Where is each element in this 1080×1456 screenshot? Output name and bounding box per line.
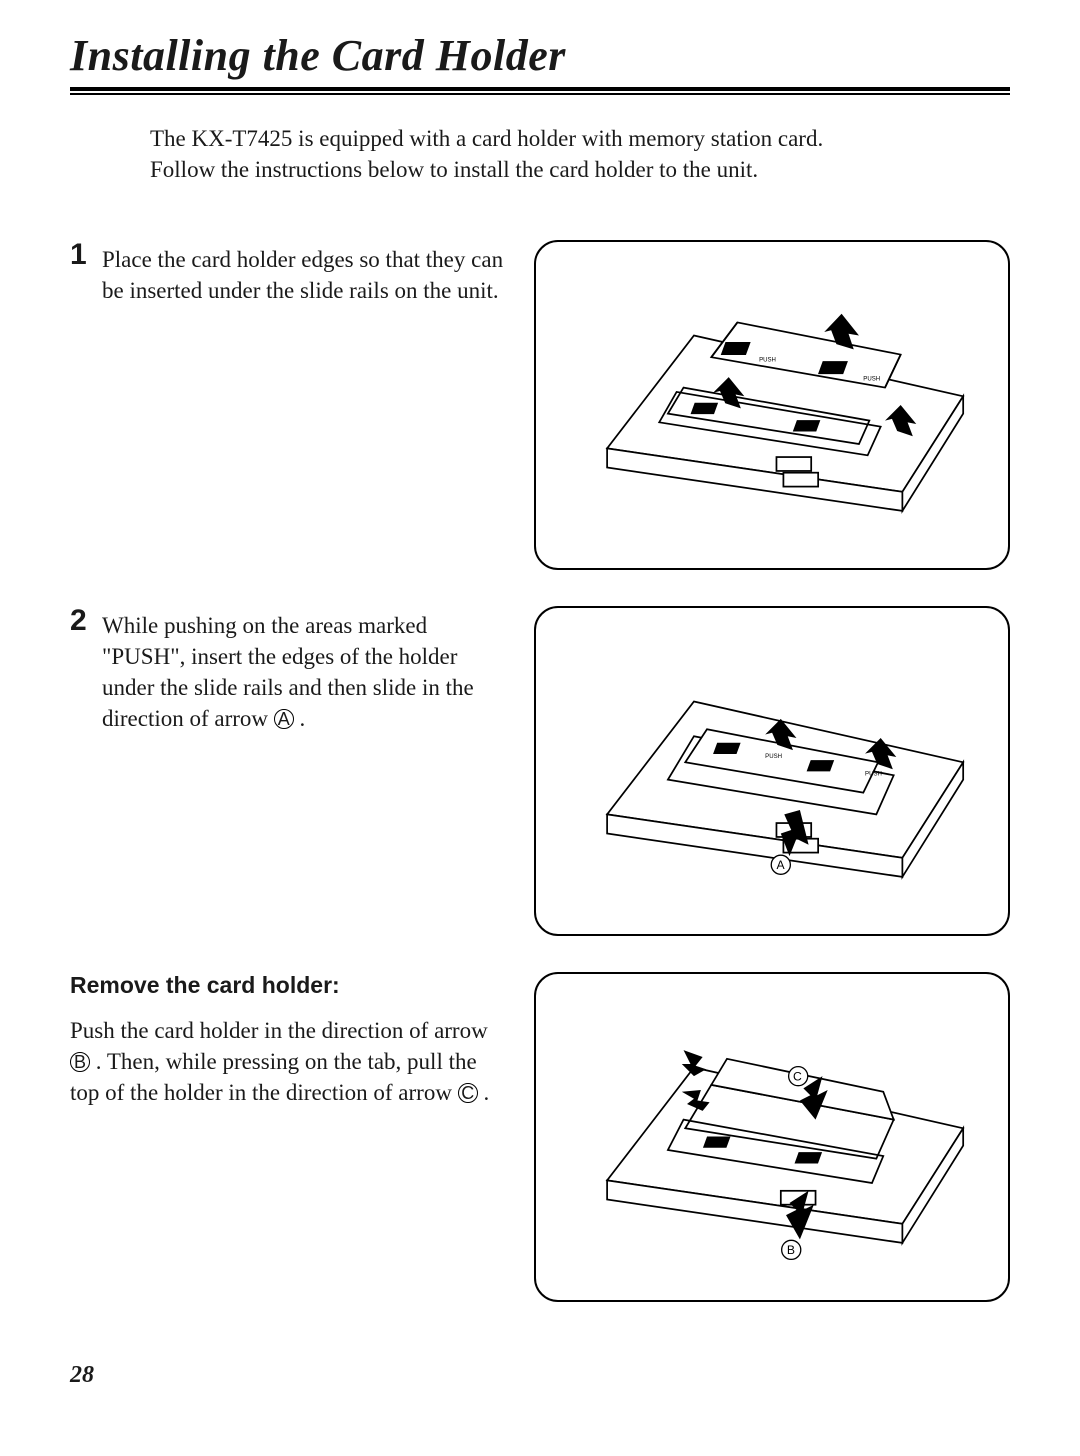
arrow-b-label: B xyxy=(787,1243,795,1257)
step-1-row: 1 Place the card holder edges so that th… xyxy=(70,240,1010,570)
step-1-text: 1 Place the card holder edges so that th… xyxy=(70,240,510,306)
remove-mid: . Then, while pressing on the tab, pull … xyxy=(70,1049,477,1105)
step-2-post: . xyxy=(294,706,306,731)
push-label: PUSH xyxy=(865,771,882,777)
intro-line-1: The KX-T7425 is equipped with a card hol… xyxy=(150,126,823,151)
push-label: PUSH xyxy=(759,358,776,364)
figure-1-svg: PUSH PUSH xyxy=(555,255,989,555)
intro-paragraph: The KX-T7425 is equipped with a card hol… xyxy=(150,123,950,185)
step-2-body: While pushing on the areas marked "PUSH"… xyxy=(102,610,510,734)
remove-post: . xyxy=(478,1080,490,1105)
figure-2-svg: A PUSH PUSH xyxy=(555,621,989,921)
remove-row: Remove the card holder: Push the card ho… xyxy=(70,972,1010,1302)
circled-c-icon: C xyxy=(458,1083,478,1103)
circled-b-icon: B xyxy=(70,1052,90,1072)
figure-1: PUSH PUSH xyxy=(534,240,1010,570)
intro-line-2: Follow the instructions below to install… xyxy=(150,157,758,182)
step-1-number: 1 xyxy=(70,240,92,270)
step-1-body: Place the card holder edges so that they… xyxy=(102,244,510,306)
push-label: PUSH xyxy=(765,754,782,760)
title-rule xyxy=(70,87,1010,95)
remove-pre: Push the card holder in the direction of… xyxy=(70,1018,488,1043)
document-page: Installing the Card Holder The KX-T7425 … xyxy=(0,0,1080,1429)
step-2-text: 2 While pushing on the areas marked "PUS… xyxy=(70,606,510,734)
circled-a-icon: A xyxy=(274,709,294,729)
page-number: 28 xyxy=(70,1362,1010,1389)
remove-heading: Remove the card holder: xyxy=(70,972,340,999)
step-2-row: 2 While pushing on the areas marked "PUS… xyxy=(70,606,1010,936)
steps-container: 1 Place the card holder edges so that th… xyxy=(70,240,1010,1302)
page-title: Installing the Card Holder xyxy=(70,30,1010,81)
figure-3: B C xyxy=(534,972,1010,1302)
step-2-number: 2 xyxy=(70,606,92,636)
arrow-a-label: A xyxy=(776,858,785,872)
remove-text: Remove the card holder: Push the card ho… xyxy=(70,972,510,1108)
push-label: PUSH xyxy=(863,377,880,383)
arrow-c-label: C xyxy=(793,1070,802,1084)
remove-body: Push the card holder in the direction of… xyxy=(70,1015,510,1108)
figure-2: A PUSH PUSH xyxy=(534,606,1010,936)
figure-3-svg: B C xyxy=(555,987,989,1287)
